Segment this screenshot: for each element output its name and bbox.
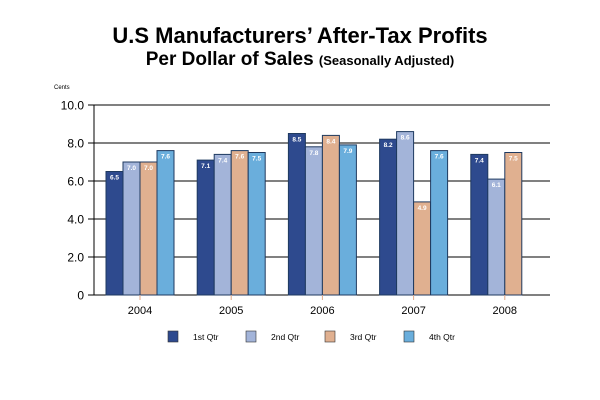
bar	[379, 138, 398, 296]
bar	[338, 144, 357, 296]
chart-subtitle-main: Per Dollar of Sales	[145, 49, 314, 70]
legend-swatch	[167, 330, 179, 343]
x-tick-label: 2005	[219, 305, 243, 317]
bar	[396, 131, 415, 296]
bar	[430, 150, 449, 296]
x-tick-label: 2006	[310, 305, 334, 317]
bar-value-label: 4.9	[418, 205, 427, 212]
bar-value-label: 7.4	[475, 157, 484, 164]
legend-label: 2nd Qtr	[271, 332, 300, 342]
bar-value-label: 7.0	[144, 165, 153, 172]
legend-swatch	[403, 330, 415, 343]
bar-value-label: 7.6	[435, 154, 444, 161]
legend-label: 1st Qtr	[193, 332, 219, 342]
bar	[105, 171, 124, 296]
y-axis-label: Cents	[54, 85, 70, 91]
bar-value-label: 8.6	[401, 135, 410, 142]
bar-value-label: 7.6	[161, 154, 170, 161]
bar-value-label: 6.1	[492, 182, 501, 189]
bar	[156, 150, 175, 296]
bar-value-label: 8.2	[384, 142, 393, 149]
y-tick-label: 4.0	[67, 213, 84, 227]
x-tick-label: 2007	[401, 305, 425, 317]
bar-value-label: 7.5	[509, 156, 518, 163]
bar	[230, 150, 249, 296]
bar-value-label: 7.5	[252, 156, 261, 163]
bar-value-label: 7.6	[235, 154, 244, 161]
chart-subtitle: Per Dollar of Sales (Seasonally Adjusted…	[0, 49, 600, 71]
bar-value-label: 6.5	[110, 175, 119, 182]
bar-value-label: 7.1	[201, 163, 210, 170]
legend-swatch	[245, 330, 257, 343]
bar-value-label: 8.5	[292, 137, 301, 144]
bar-value-label: 7.8	[309, 150, 318, 157]
bar-value-label: 7.0	[127, 165, 136, 172]
bar	[122, 161, 141, 296]
y-tick-label: 8.0	[67, 137, 84, 151]
chart-subtitle-note: (Seasonally Adjusted)	[318, 53, 455, 68]
bar	[470, 153, 489, 296]
bar	[287, 133, 306, 296]
y-tick-label: 10.0	[61, 99, 85, 113]
legend-label: 4th Qtr	[429, 332, 455, 342]
x-tick-label: 2004	[128, 305, 152, 317]
chart-title: U.S Manufacturers’ After-Tax Profits	[112, 23, 488, 48]
y-tick-label: 2.0	[67, 251, 84, 265]
legend-label: 3rd Qtr	[350, 332, 377, 342]
bar	[321, 134, 340, 296]
y-tick-label: 6.0	[67, 175, 84, 189]
bar	[304, 146, 323, 296]
bar	[213, 153, 232, 296]
bar	[413, 201, 432, 296]
bar	[196, 159, 215, 296]
x-tick-label: 2008	[493, 305, 517, 317]
y-tick-label: 0	[77, 289, 84, 303]
bar-value-label: 7.4	[218, 157, 227, 164]
bar-value-label: 7.9	[343, 148, 352, 155]
bar	[139, 161, 158, 296]
bar-value-label: 8.4	[326, 138, 335, 145]
bar	[487, 178, 506, 296]
bar	[504, 152, 523, 296]
bar	[247, 152, 266, 296]
legend-swatch	[324, 330, 336, 343]
